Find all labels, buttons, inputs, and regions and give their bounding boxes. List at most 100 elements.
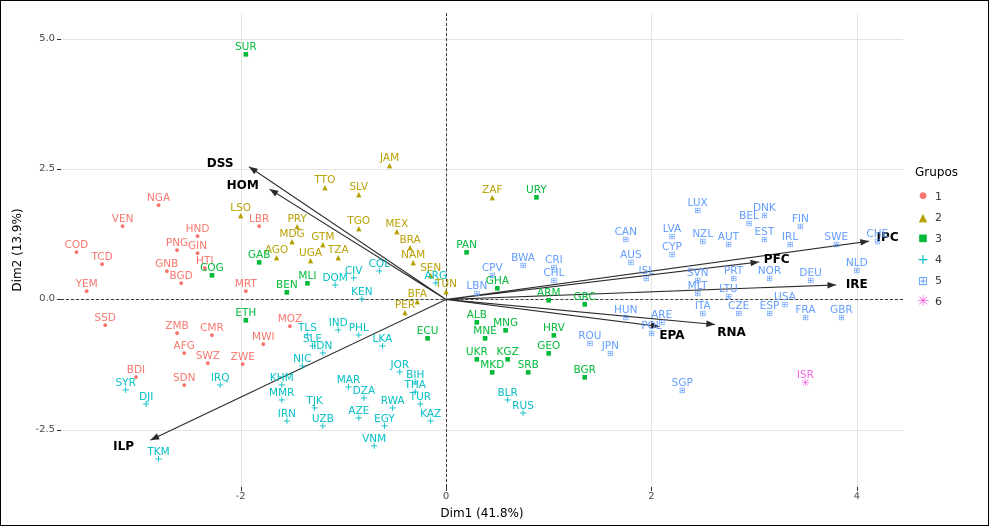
square-cross-marker-icon: ⊞: [725, 239, 732, 249]
plus-marker-icon: +: [503, 395, 512, 407]
triangle-marker-icon: ▲: [322, 183, 328, 192]
square-marker-icon: ■: [502, 326, 509, 334]
country-label: ITA: [694, 299, 711, 312]
triangle-marker-icon: ▲: [489, 193, 495, 202]
country-label: YEM: [75, 277, 98, 290]
legend-item-group-1: ● 1: [915, 186, 987, 207]
dot-marker-icon: ●: [287, 323, 293, 330]
x-tick-label: -2: [235, 491, 246, 502]
country-label: MNG: [493, 316, 519, 329]
dot-marker-icon: ●: [209, 332, 215, 339]
country-label: DNK: [752, 202, 776, 215]
x-tick-mark: [651, 487, 653, 491]
x-tick-label: 0: [442, 491, 450, 502]
square-marker-icon: ■: [533, 194, 540, 202]
country-label: SEN: [420, 261, 442, 274]
legend-square-icon: ■: [918, 232, 928, 244]
country-label: PRT: [723, 264, 744, 277]
country-label: HRV: [542, 321, 565, 334]
country-label: DEU: [799, 267, 822, 280]
country-label: TGO: [347, 215, 371, 228]
country-label: LBN: [466, 280, 488, 293]
square-cross-marker-icon: ⊞: [802, 312, 809, 322]
square-marker-icon: ■: [256, 259, 263, 267]
country-label: ZMB: [165, 319, 189, 332]
x-tick-label: 2: [648, 491, 655, 502]
legend-item-group-6: ✳ 6: [915, 291, 987, 312]
country-label: DOM: [322, 271, 348, 284]
country-label: JPN: [601, 340, 619, 353]
square-cross-marker-icon: ⊞: [725, 292, 732, 302]
country-label: HTI: [196, 255, 214, 268]
dot-marker-icon: ●: [84, 288, 89, 295]
dot-marker-icon: ●: [195, 233, 200, 240]
country-label: NLD: [845, 256, 868, 269]
legend-items: ● 1 ▲ 2 ■ 3 +4 ⊞ 5 ✳ 6: [915, 186, 987, 312]
country-label: MDG: [279, 228, 305, 241]
country-label: SDN: [172, 371, 196, 384]
square-cross-marker-icon: ⊞: [699, 308, 707, 318]
country-label: CPV: [481, 261, 503, 274]
square-marker-icon: ■: [424, 334, 431, 342]
triangle-marker-icon: ▲: [356, 224, 362, 233]
square-marker-icon: ■: [545, 350, 552, 358]
country-label: ZWE: [230, 350, 255, 363]
square-cross-marker-icon: ⊞: [473, 289, 481, 299]
country-label: LVA: [662, 222, 682, 235]
plus-marker-icon: +: [369, 441, 379, 453]
triangle-marker-icon: ▲: [237, 211, 244, 220]
country-label: SUR: [235, 40, 257, 53]
country-label: PHL: [348, 321, 369, 334]
legend-square-cross-icon: ⊞: [917, 273, 929, 288]
country-label: HUN: [614, 303, 638, 316]
square-marker-icon: ■: [581, 373, 588, 381]
legend-title: Grupos: [915, 165, 959, 179]
gridline-vertical: [856, 13, 858, 487]
country-label: UKR: [465, 345, 488, 358]
country-label: COG: [200, 261, 224, 274]
country-label: NOR: [757, 264, 782, 277]
square-cross-marker-icon: ⊞: [853, 266, 861, 276]
country-label: GIN: [188, 239, 208, 252]
gridline-horizontal: [61, 429, 903, 431]
country-label: BLR: [497, 386, 518, 399]
country-label: ZAF: [482, 183, 503, 196]
country-label: IDN: [313, 340, 333, 353]
square-cross-marker-icon: ⊞: [745, 219, 753, 229]
country-label: CHE: [866, 228, 889, 241]
square-marker-icon: ■: [504, 355, 511, 363]
plus-marker-icon: +: [357, 293, 367, 305]
plus-marker-icon: +: [277, 395, 286, 407]
legend-item-label: 2: [935, 211, 942, 224]
country-label: URY: [526, 183, 547, 196]
country-label: EST: [754, 225, 775, 238]
dot-marker-icon: ●: [240, 361, 245, 368]
plus-marker-icon: +: [121, 384, 130, 396]
country-label: AZE: [348, 405, 370, 418]
plus-marker-icon: +: [344, 382, 353, 394]
country-label: CHL: [543, 267, 565, 280]
y-tick-label: 5.0: [39, 33, 55, 45]
country-label: ROU: [578, 329, 602, 342]
country-label: PAN: [456, 238, 477, 251]
plus-marker-icon: +: [375, 266, 384, 278]
dot-marker-icon: ●: [178, 280, 184, 287]
country-label: NZL: [692, 228, 714, 241]
square-cross-marker-icon: ⊞: [786, 239, 794, 249]
triangle-marker-icon: ▲: [335, 253, 341, 262]
country-label: SRB: [517, 358, 539, 371]
country-label: ALB: [466, 308, 487, 321]
square-marker-icon: ■: [525, 368, 532, 376]
triangle-marker-icon: ▲: [427, 271, 434, 280]
country-label: UZB: [311, 413, 334, 426]
country-label: NIC: [293, 353, 312, 366]
dot-marker-icon: ●: [133, 374, 139, 381]
country-label: GHA: [485, 275, 509, 287]
dot-marker-icon: ●: [182, 382, 187, 389]
square-cross-marker-icon: ⊞: [699, 237, 707, 247]
triangle-marker-icon: ▲: [320, 240, 326, 249]
triangle-marker-icon: ▲: [307, 256, 314, 265]
country-label: BFA: [407, 288, 428, 301]
legend-dot-icon: ●: [919, 191, 927, 201]
